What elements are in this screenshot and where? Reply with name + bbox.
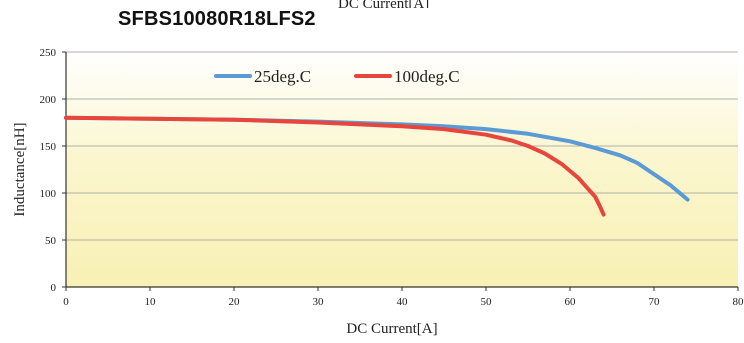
gridlines: [66, 51, 738, 241]
x-tick-label: 30: [313, 296, 325, 308]
legend-label-2: 100deg.C: [394, 67, 460, 86]
x-tick-labels: 0 10 20 30 40 50 60 70 80: [63, 296, 744, 308]
y-tick-label: 250: [40, 47, 57, 59]
legend-label-1: 25deg.C: [254, 67, 311, 86]
y-tick-label: 100: [40, 188, 57, 200]
y-tick-labels: 0 50 100 150 200 250: [40, 47, 57, 294]
x-axis-label: DC Current[A]: [346, 321, 437, 337]
x-tick-label: 80: [733, 296, 744, 308]
x-tick-label: 40: [397, 296, 409, 308]
x-tick-label: 70: [649, 296, 661, 308]
plot-area: [66, 52, 738, 287]
x-tick-label: 20: [229, 296, 241, 308]
x-tick-label: 0: [63, 296, 69, 308]
series-line-2: [64, 115, 606, 217]
y-tick-label: 50: [45, 235, 57, 247]
legend: 25deg.C 100deg.C: [214, 67, 460, 86]
y-tick-label: 200: [40, 94, 57, 106]
x-tick-label: 50: [481, 296, 493, 308]
y-tick-label: 0: [51, 282, 57, 294]
y-tick-label: 150: [40, 141, 57, 153]
chart-title: SFBS10080R18LFS2: [118, 8, 316, 30]
y-axis-label: Inductance[nH]: [12, 122, 28, 216]
axes: [62, 51, 739, 291]
x-tick-label: 60: [565, 296, 577, 308]
clipped-top-label: DC Current[A]: [338, 0, 430, 8]
series-lines: [64, 115, 690, 217]
x-tick-label: 10: [145, 296, 157, 308]
